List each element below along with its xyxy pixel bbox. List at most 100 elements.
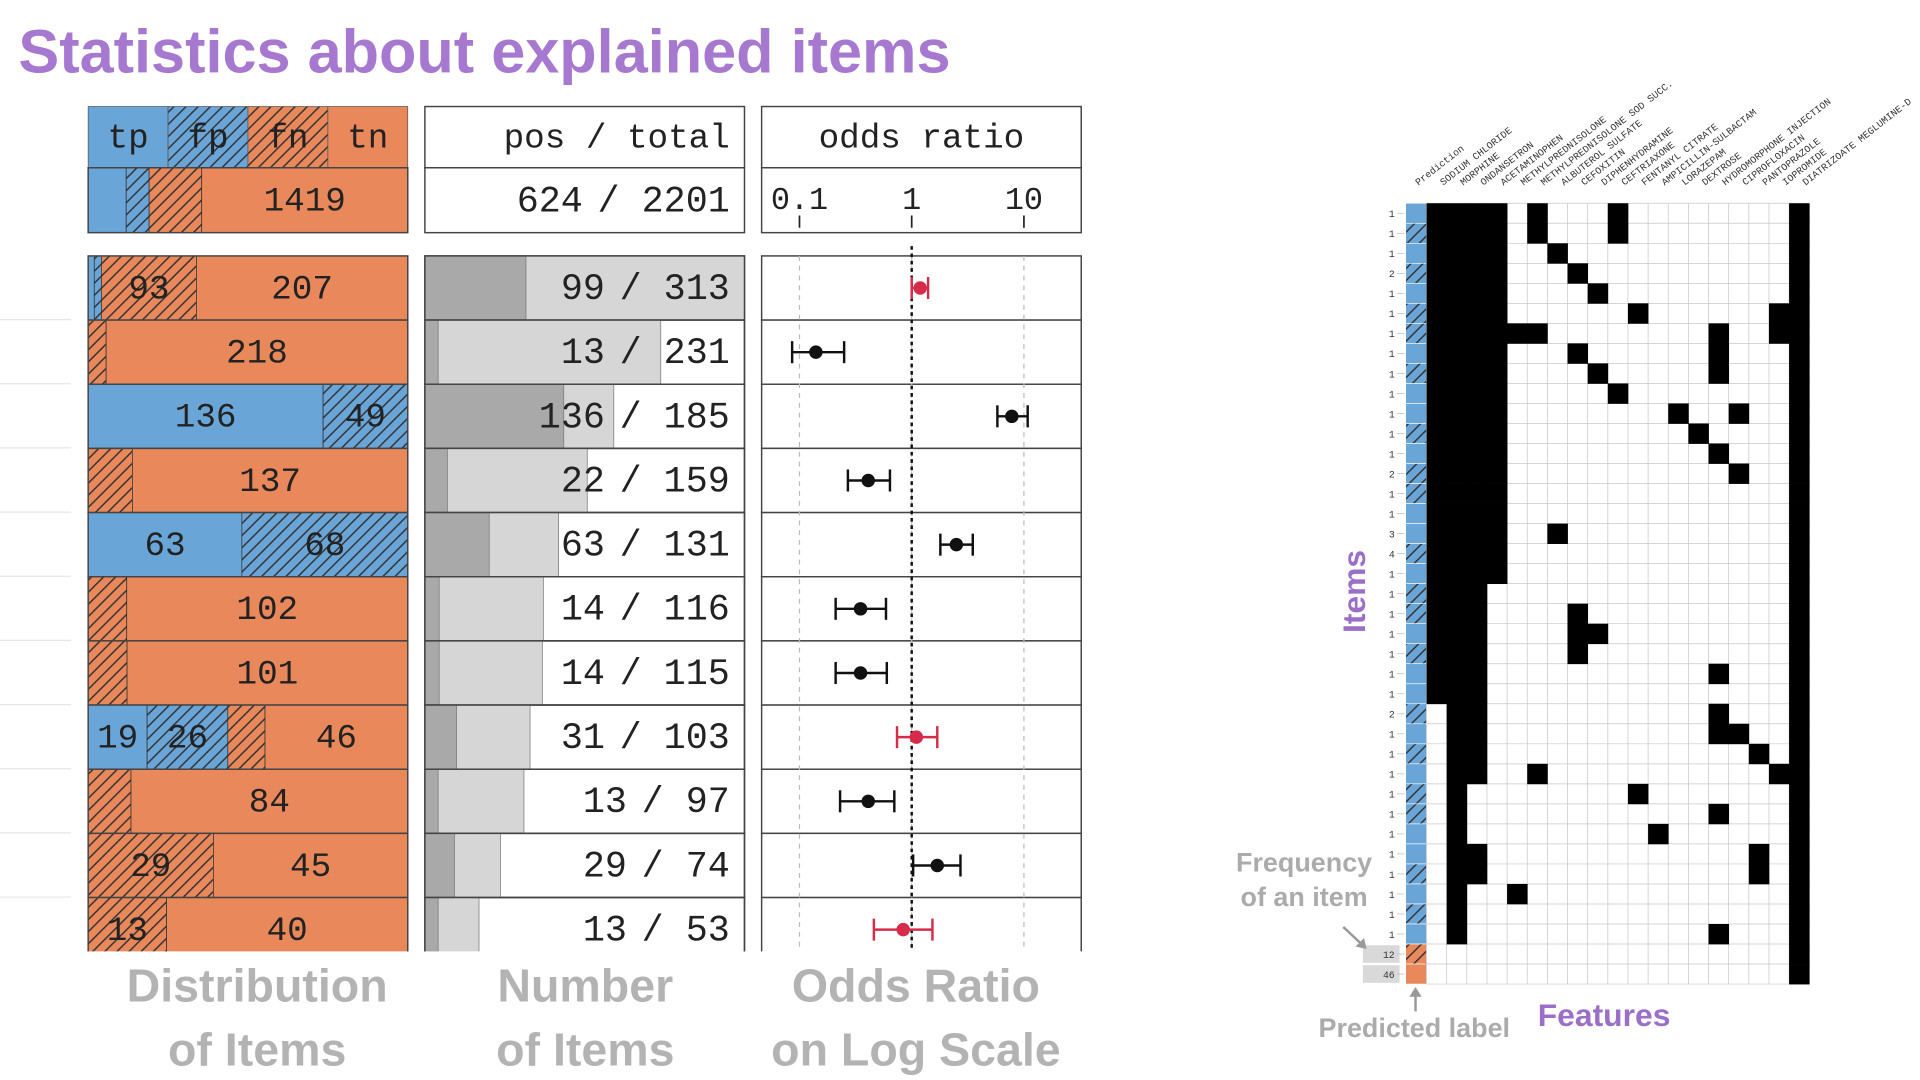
feature-cell	[1486, 503, 1508, 524]
feature-cell	[1426, 243, 1448, 264]
pos-label: 99	[561, 269, 605, 311]
segment-label: 46	[316, 719, 357, 758]
feature-cell	[1466, 843, 1488, 865]
segment-label: 19	[97, 719, 138, 758]
frequency-label: 1	[1389, 209, 1395, 220]
feature-cell	[1446, 543, 1468, 564]
distribution-segment	[87, 897, 167, 952]
frequency-label: 1	[1389, 750, 1395, 761]
feature-cell	[1446, 663, 1468, 685]
feature-cell	[1527, 323, 1548, 344]
frequency-label: 1	[1389, 449, 1395, 460]
feature-cell	[1426, 463, 1448, 484]
feature-cell	[1708, 363, 1730, 384]
note: Frequency	[1236, 848, 1372, 878]
feature-cell	[1426, 523, 1448, 544]
pos-label: 13	[583, 782, 627, 824]
feature-cell	[1789, 343, 1810, 364]
pos-bar	[424, 319, 439, 385]
row-frame	[760, 167, 1082, 234]
feature-cell	[1789, 463, 1810, 484]
prediction-cell	[1405, 483, 1427, 504]
feature-cell	[1446, 883, 1468, 905]
odds-point	[1005, 409, 1019, 424]
feature-cell	[1426, 363, 1448, 384]
prediction-cell	[1405, 383, 1427, 404]
segment-label: 137	[239, 463, 301, 502]
total-label: 231	[664, 333, 730, 375]
feature-cell	[1627, 303, 1649, 324]
x-tick-label: 0.1	[771, 183, 828, 219]
prediction-cell	[1405, 423, 1427, 444]
segment-label: 101	[237, 655, 299, 694]
feature-cell	[1446, 903, 1468, 925]
total-label: 185	[664, 397, 730, 439]
frequency-label: 2	[1389, 269, 1395, 280]
row-frame	[87, 896, 409, 952]
prediction-cell	[1405, 803, 1427, 825]
pos-bar	[424, 833, 455, 898]
feature-cell	[1426, 303, 1448, 324]
feature-cell	[1466, 663, 1488, 685]
row-frame	[424, 167, 746, 234]
separator: /	[642, 782, 664, 824]
total-label: 115	[664, 654, 730, 696]
row-frame	[760, 896, 1082, 952]
distribution-segment	[241, 512, 409, 578]
prediction-cell	[1405, 303, 1427, 324]
prediction-cell	[1405, 403, 1427, 424]
prediction-cell	[1405, 903, 1427, 925]
feature-cell	[1587, 363, 1609, 384]
feature-cell	[1426, 323, 1448, 344]
distribution-segment	[126, 640, 409, 706]
pos-bar	[424, 704, 457, 770]
caption: Number	[497, 960, 673, 1012]
feature-cell	[1789, 603, 1810, 625]
prediction-cell	[1405, 883, 1427, 905]
prediction-cell	[1405, 543, 1427, 564]
frequency-label: 4	[1389, 549, 1395, 560]
segment-label: 63	[144, 527, 185, 566]
total-label: 313	[664, 269, 730, 311]
row-frame	[760, 640, 1082, 706]
feature-cell	[1426, 403, 1448, 424]
feature-cell	[1789, 924, 1810, 945]
feature-cell	[1486, 383, 1508, 404]
total-label: 2201	[642, 182, 730, 224]
prediction-cell	[1405, 783, 1427, 805]
frequency-label: 1	[1389, 870, 1395, 881]
feature-cell	[1789, 223, 1810, 244]
feature-cell	[1446, 823, 1468, 845]
total-bar	[424, 576, 544, 642]
feature-cell	[1567, 643, 1589, 665]
distribution-segment	[101, 255, 197, 321]
feature-cell	[1446, 583, 1468, 605]
header-swatch	[247, 106, 329, 169]
prediction-cell	[1405, 963, 1427, 985]
frequency-label: 1	[1389, 589, 1395, 600]
distribution-segment	[87, 640, 128, 706]
total-bar	[424, 448, 588, 513]
feature-cell	[1789, 203, 1810, 224]
feature-cell	[1789, 243, 1810, 264]
pos-bar	[424, 897, 439, 952]
feature-cell	[1708, 703, 1730, 725]
row-frame	[87, 167, 409, 234]
total-label: 116	[664, 590, 730, 632]
prediction-cell	[1405, 583, 1427, 604]
feature-cell	[1748, 743, 1770, 765]
feature-cell	[1789, 523, 1810, 544]
feature-cell	[1426, 503, 1448, 524]
feature-cell	[1446, 683, 1468, 705]
feature-cell	[1446, 763, 1468, 785]
prediction-cell	[1405, 843, 1427, 865]
feature-cell	[1466, 403, 1488, 424]
separator: /	[620, 590, 642, 632]
feature-cell	[1466, 683, 1488, 705]
frequency-label: 1	[1389, 610, 1395, 621]
separator: /	[620, 269, 642, 311]
odds-point	[861, 473, 875, 488]
segment-label: 1419	[264, 182, 346, 221]
feature-cell	[1466, 543, 1488, 564]
